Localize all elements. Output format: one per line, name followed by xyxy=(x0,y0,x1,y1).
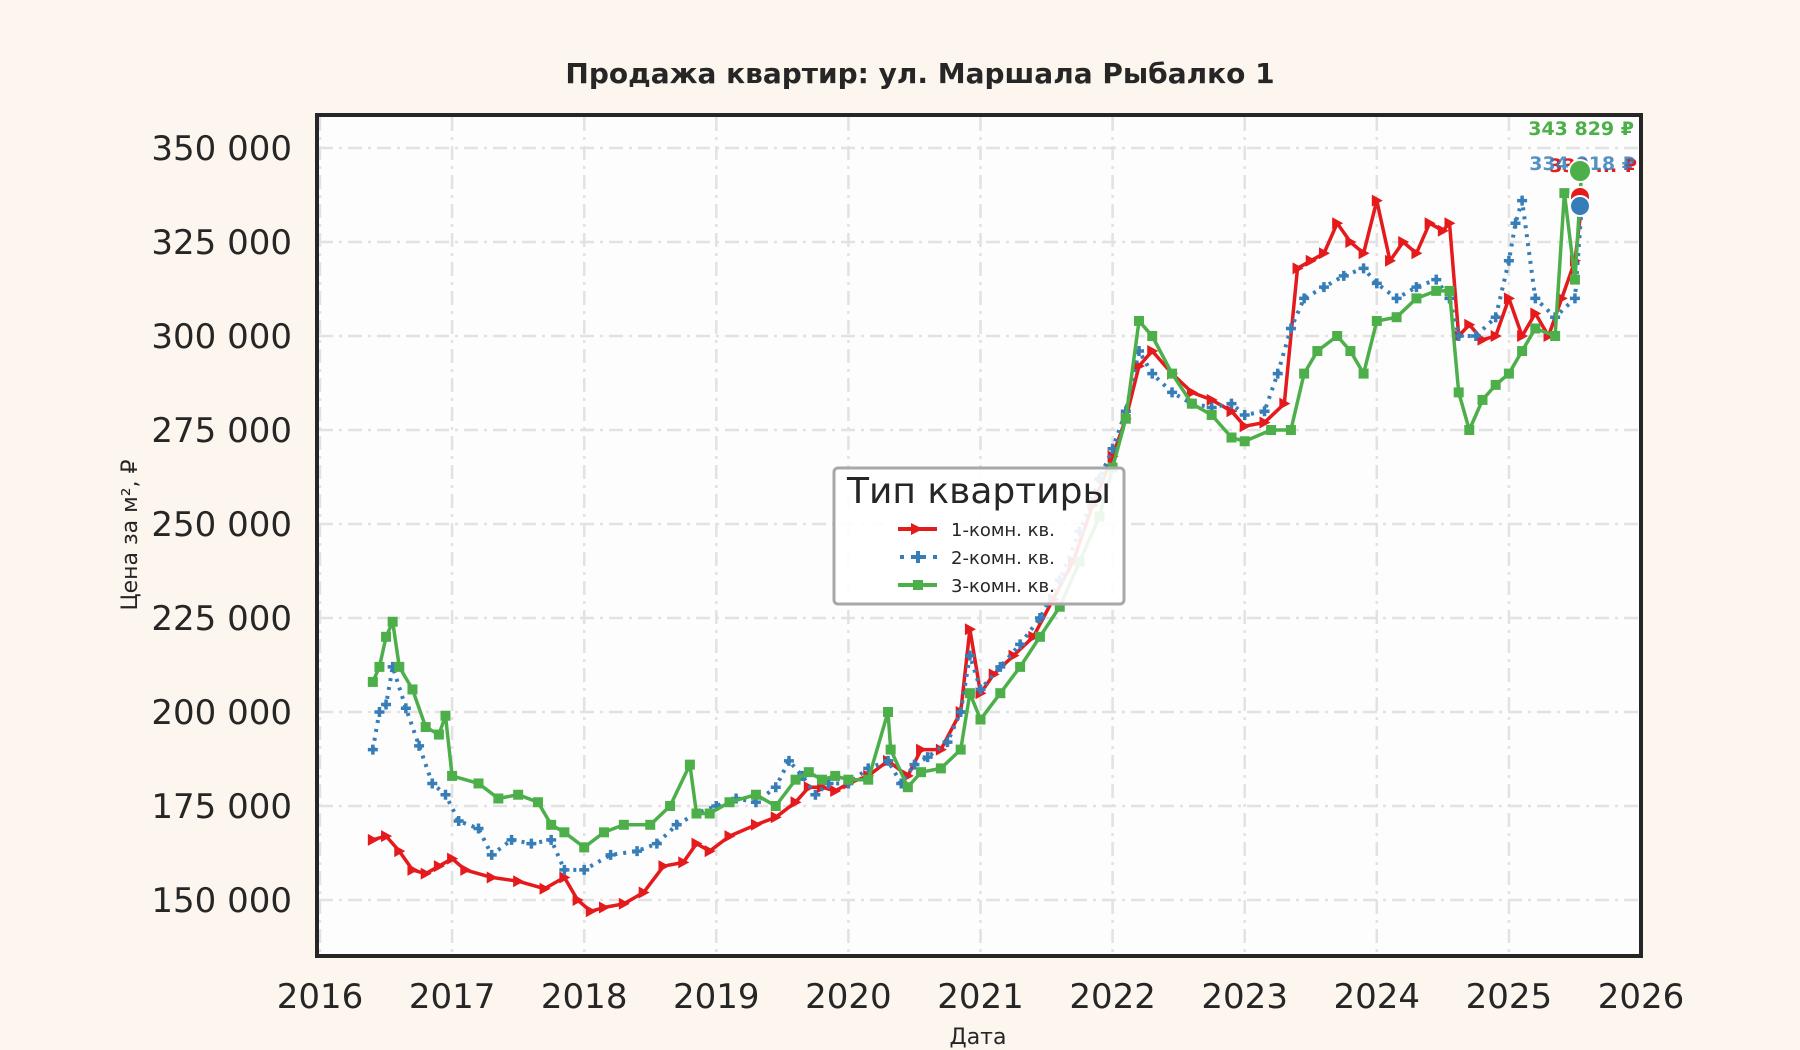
x-tick-label: 2021 xyxy=(937,977,1024,1017)
triangle-marker-icon xyxy=(911,523,923,535)
axes-frame xyxy=(315,113,1643,958)
legend-entry-3room: 3-комн. кв. xyxy=(898,576,1055,597)
legend-title: Тип квартиры xyxy=(846,471,1111,512)
x-tick-label: 2020 xyxy=(805,977,892,1017)
x-axis-label: Дата xyxy=(950,1025,1007,1050)
x-axis-ticks: 2016 2017 2018 2019 2020 2021 2022 2023 2024 2025… xyxy=(277,977,1685,1017)
x-tick-label: 2025 xyxy=(1466,977,1553,1017)
y-tick-label: 325 000 xyxy=(151,223,292,263)
legend-box xyxy=(832,466,1126,606)
x-tick-label: 2019 xyxy=(673,977,760,1017)
y-tick-label: 300 000 xyxy=(151,317,292,357)
end-labels: 335 ... ₽ 334 018 ₽ 343 829 ₽ xyxy=(1528,118,1637,217)
y-tick-label: 350 000 xyxy=(151,129,292,169)
chart-title: Продажа квартир: ул. Маршала Рыбалко 1 xyxy=(565,57,1274,90)
end-marker-2room xyxy=(1569,195,1591,217)
legend: Тип квартиры 1-комн. кв. 2-комн. кв. 3-к… xyxy=(832,466,1126,606)
legend-label: 3-комн. кв. xyxy=(951,576,1055,597)
legend-label: 2-комн. кв. xyxy=(951,548,1055,569)
legend-entry-1room: 1-комн. кв. xyxy=(898,520,1055,541)
x-tick-label: 2023 xyxy=(1201,977,1288,1017)
y-tick-label: 150 000 xyxy=(151,881,292,921)
square-marker-icon xyxy=(913,580,923,590)
end-marker-3room xyxy=(1568,159,1592,183)
legend-entry-2room: 2-комн. кв. xyxy=(900,548,1055,569)
x-tick-label: 2026 xyxy=(1598,977,1685,1017)
y-axis-ticks: 150 000 175 000 200 000 225 000 250 000 275 0… xyxy=(151,129,292,921)
x-tick-label: 2024 xyxy=(1334,977,1421,1017)
y-tick-label: 250 000 xyxy=(151,505,292,545)
x-tick-label: 2017 xyxy=(409,977,496,1017)
legend-label: 1-комн. кв. xyxy=(951,520,1055,541)
series-3room xyxy=(367,166,1587,853)
x-tick-label: 2016 xyxy=(277,977,364,1017)
end-label-3room: 343 829 ₽ xyxy=(1528,118,1634,140)
y-tick-label: 200 000 xyxy=(151,693,292,733)
y-axis-label: Цена за м², ₽ xyxy=(118,459,143,610)
x-tick-label: 2018 xyxy=(541,977,628,1017)
y-tick-label: 175 000 xyxy=(151,787,292,827)
y-tick-label: 275 000 xyxy=(151,411,292,451)
plus-marker-icon xyxy=(912,551,924,563)
x-tick-label: 2022 xyxy=(1069,977,1156,1017)
y-tick-label: 225 000 xyxy=(151,599,292,639)
